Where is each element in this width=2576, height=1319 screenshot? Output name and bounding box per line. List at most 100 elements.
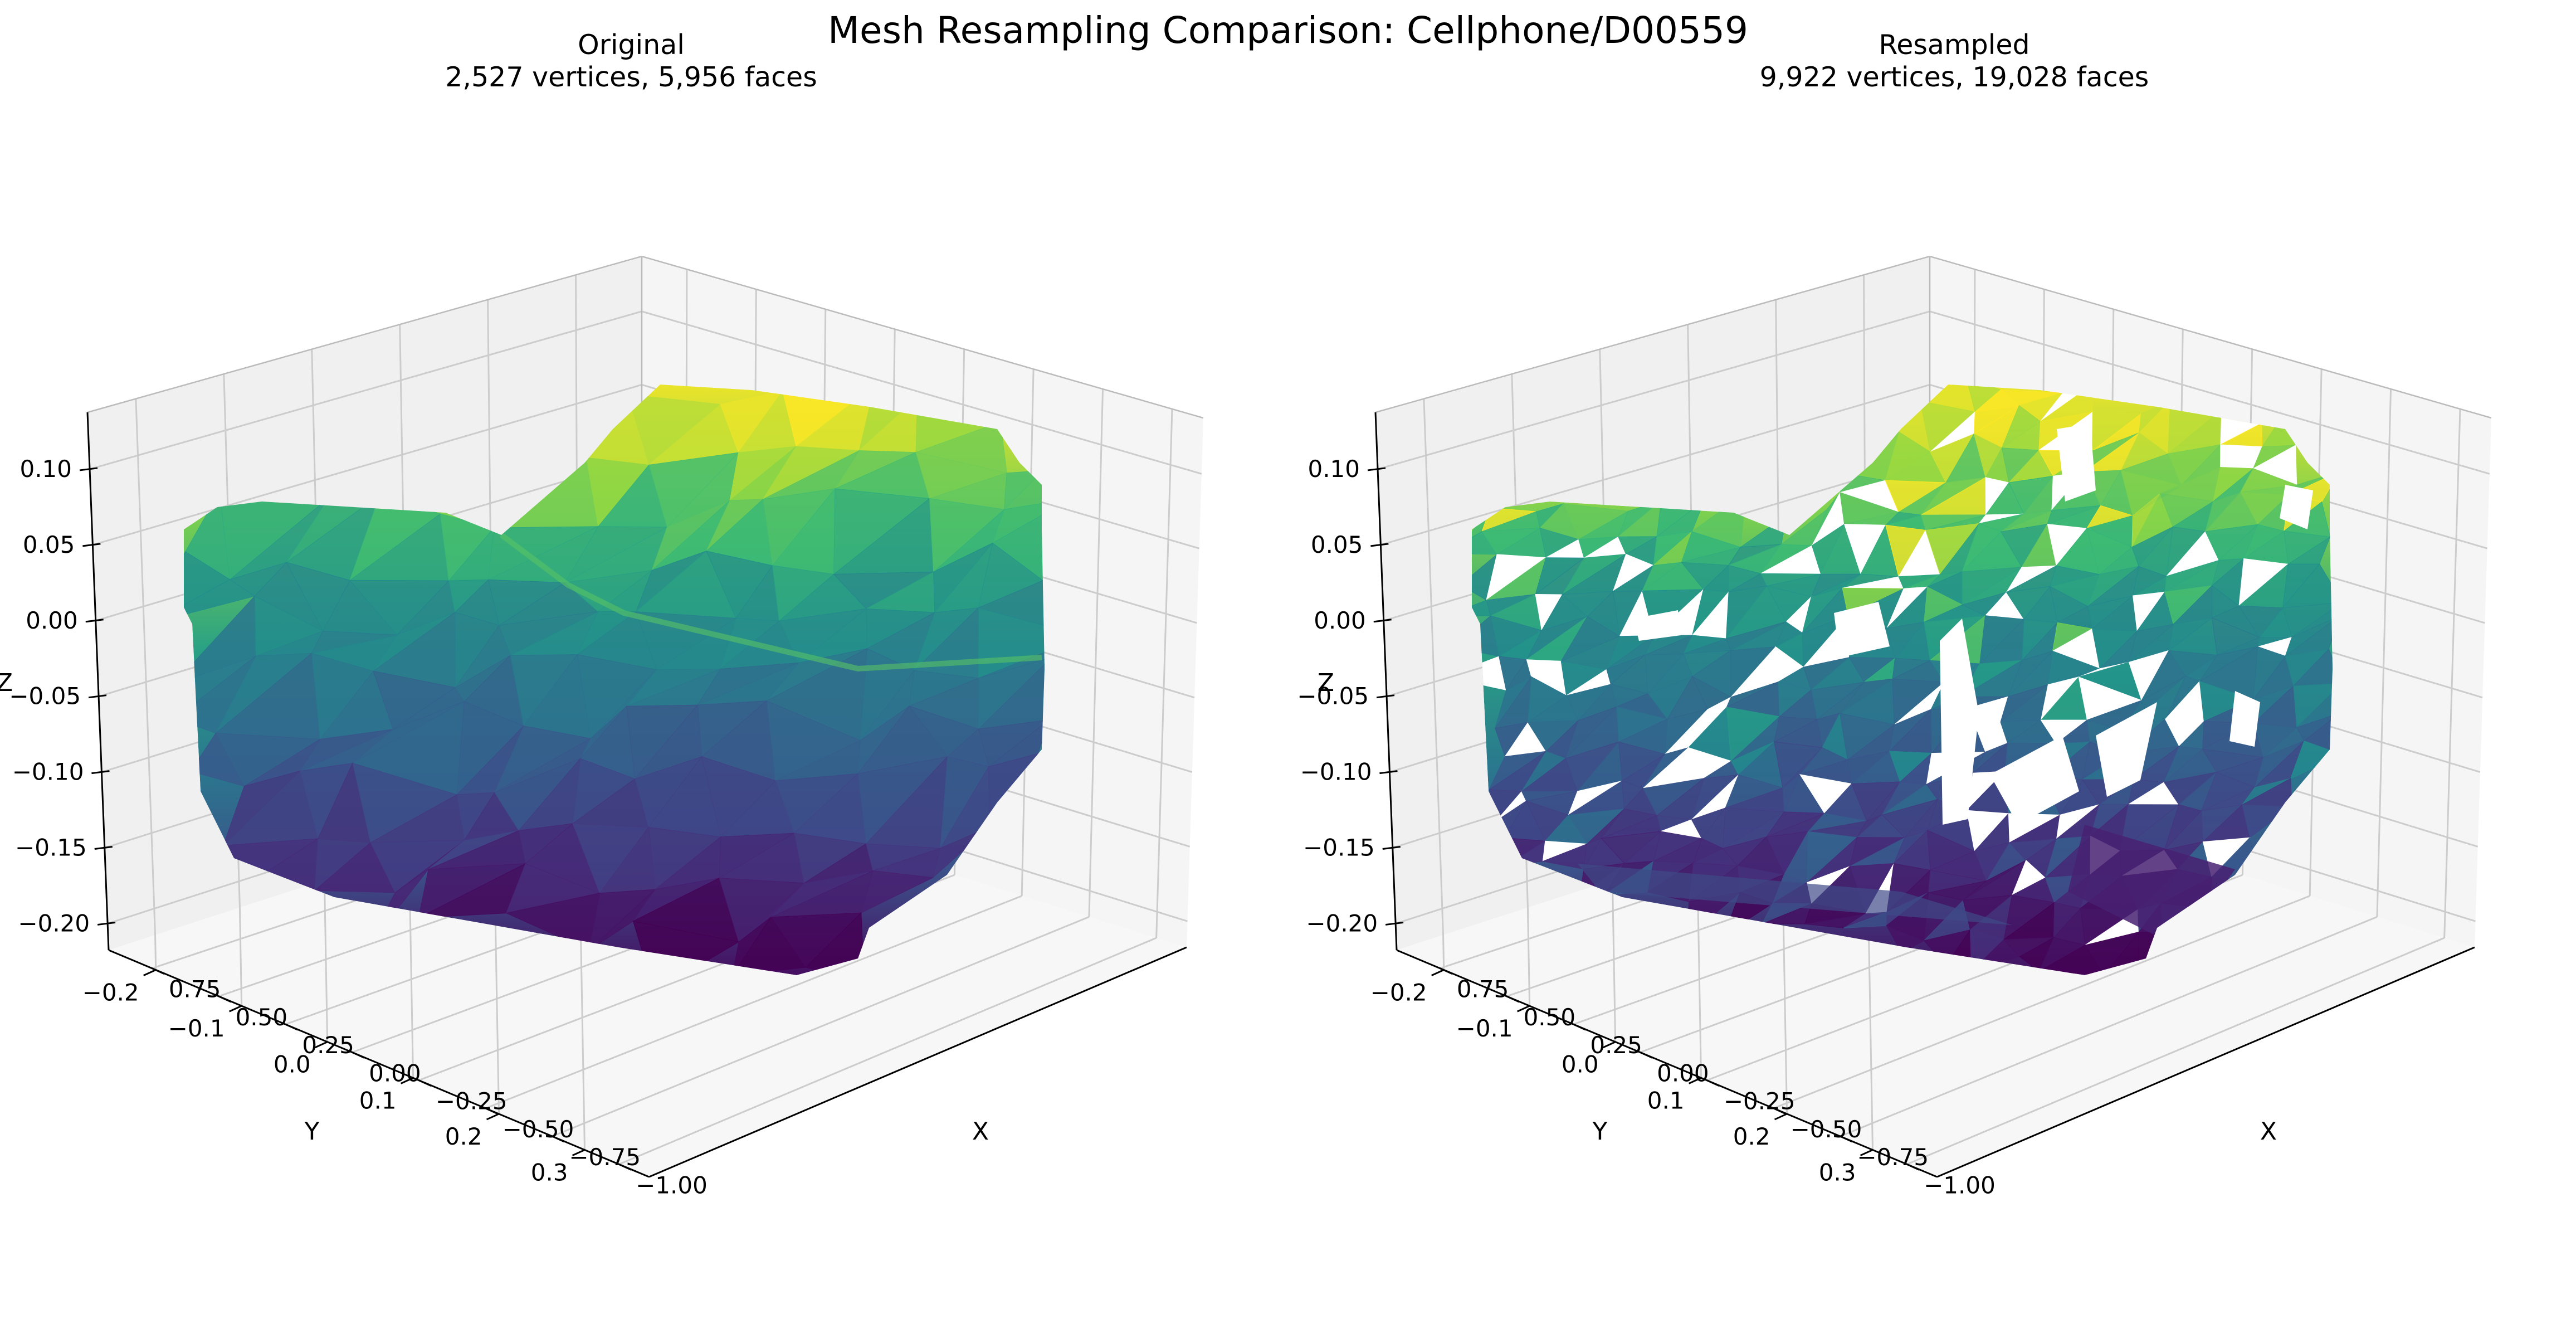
right-z-tick-mark	[1373, 619, 1392, 623]
left-z-tick-label: 0.05	[23, 531, 75, 558]
right-mesh-hole	[1633, 610, 1681, 641]
right-z-tick-label: 0.05	[1311, 531, 1363, 558]
left-3d-plot: −0.20−0.15−0.10−0.050.000.050.10−1.00−0.…	[0, 255, 1204, 1199]
right-mesh	[1472, 384, 2333, 975]
left-x-tick-label: 0.75	[169, 976, 221, 1003]
right-y-tick-label: −0.1	[1456, 1015, 1513, 1042]
right-z-tick-mark	[1367, 467, 1386, 471]
right-mesh-hole	[1990, 736, 2079, 825]
right-panel-subtitle: 9,922 vertices, 19,028 faces	[1759, 61, 2149, 93]
right-y-axis-label: Y	[1592, 1117, 1608, 1146]
left-y-tick-label: 0.2	[445, 1123, 482, 1150]
right-z-tick-label: −0.15	[1303, 834, 1375, 862]
left-x-tick-mark	[352, 1052, 365, 1059]
right-y-tick-mark	[1602, 1041, 1616, 1049]
left-x-tick-label: −0.25	[436, 1088, 508, 1115]
left-z-tick-label: −0.15	[15, 834, 87, 862]
right-y-tick-mark	[1688, 1077, 1702, 1084]
left-panel-subtitle: 2,527 vertices, 5,956 faces	[445, 61, 817, 93]
right-mesh-hole	[2280, 485, 2313, 529]
left-y-tick-mark	[400, 1077, 414, 1084]
left-z-tick-mark	[82, 543, 101, 547]
right-mesh-hole	[2057, 424, 2096, 502]
left-y-tick-label: −0.1	[168, 1015, 225, 1042]
left-z-tick-mark	[85, 619, 104, 623]
right-x-tick-label: 0.00	[1657, 1059, 1709, 1087]
right-z-tick-mark	[1382, 846, 1401, 850]
left-x-tick-mark	[285, 1023, 298, 1031]
right-3d-plot: −0.20−0.15−0.10−0.050.000.050.10−1.00−0.…	[1297, 255, 2492, 1199]
right-x-tick-mark	[1440, 967, 1453, 975]
right-mesh-hole	[2229, 691, 2260, 747]
figure-title: Mesh Resampling Comparison: Cellphone/D0…	[828, 9, 1748, 52]
right-x-tick-mark	[1773, 1107, 1787, 1115]
left-y-tick-mark	[572, 1149, 586, 1156]
left-mesh	[184, 384, 1045, 975]
right-z-axis-label: Z	[1318, 669, 1334, 697]
left-x-tick-mark	[618, 1164, 632, 1171]
left-y-axis-label: Y	[304, 1117, 320, 1146]
right-mesh-hole	[1834, 602, 1890, 658]
right-x-tick-label: 0.75	[1457, 976, 1509, 1003]
right-x-tick-label: −0.75	[1857, 1143, 1929, 1171]
right-y-tick-mark	[1431, 969, 1445, 976]
left-z-tick-label: −0.05	[9, 683, 81, 710]
left-z-tick-mark	[79, 467, 98, 471]
right-y-tick-label: 0.3	[1819, 1159, 1856, 1186]
right-mesh-face	[1886, 925, 1925, 953]
right-panel-title: Resampled 9,922 vertices, 19,028 faces	[1564, 29, 2344, 94]
right-z-tick-mark	[1385, 921, 1404, 926]
right-mesh-hole	[2096, 702, 2157, 797]
right-y-tick-mark	[1774, 1113, 1788, 1121]
left-y-tick-mark	[314, 1041, 328, 1049]
left-x-tick-mark	[418, 1079, 432, 1087]
right-x-tick-label: 0.25	[1590, 1031, 1642, 1059]
left-mesh-face	[861, 870, 934, 914]
left-x-tick-mark	[485, 1107, 499, 1115]
right-z-tick-label: 0.00	[1314, 607, 1366, 634]
left-axis-labels: X Y Z	[0, 669, 989, 1146]
left-y-tick-label: −0.2	[82, 979, 139, 1006]
left-x-tick-label: 0.25	[302, 1031, 354, 1059]
right-x-tick-label: −0.50	[1790, 1116, 1862, 1143]
right-z-tick-label: −0.20	[1306, 909, 1378, 937]
left-panel-title-text: Original	[578, 29, 685, 61]
left-x-tick-mark	[152, 967, 165, 975]
right-y-tick-label: −0.2	[1370, 979, 1427, 1006]
left-y-tick-label: 0.1	[359, 1087, 397, 1114]
right-z-tick-mark	[1379, 770, 1398, 775]
left-x-tick-label: −0.50	[502, 1116, 574, 1143]
right-mesh-hole	[1940, 619, 1979, 825]
left-z-axis-line	[86, 412, 110, 951]
left-y-tick-mark	[229, 1005, 242, 1013]
left-x-axis-line	[648, 946, 1187, 1178]
right-z-tick-mark	[1376, 694, 1395, 699]
right-x-axis-label: X	[2260, 1117, 2277, 1146]
right-panel-title-text: Resampled	[1879, 29, 2030, 61]
right-x-axis-line	[1936, 946, 2475, 1178]
left-z-tick-label: 0.10	[19, 455, 72, 483]
left-x-tick-mark	[218, 995, 232, 1003]
right-x-tick-label: −0.25	[1724, 1088, 1796, 1115]
left-z-tick-mark	[97, 921, 116, 926]
right-x-tick-mark	[1640, 1052, 1653, 1059]
right-y-tick-label: 0.0	[1562, 1051, 1599, 1078]
left-z-axis-label: Z	[0, 669, 13, 697]
right-x-tick-mark	[1840, 1135, 1853, 1143]
right-y-tick-label: 0.1	[1647, 1087, 1685, 1114]
right-x-tick-mark	[1706, 1079, 1720, 1087]
left-x-tick-label: 0.00	[369, 1059, 421, 1087]
right-y-tick-label: 0.2	[1733, 1123, 1770, 1150]
right-mesh-sheet	[1578, 864, 2012, 925]
right-z-tick-label: −0.10	[1300, 758, 1372, 786]
left-x-tick-label: −1.00	[636, 1171, 708, 1199]
right-x-tick-mark	[1573, 1023, 1586, 1031]
right-axis-labels: X Y Z	[1318, 669, 2277, 1146]
left-x-tick-label: −0.75	[569, 1143, 641, 1171]
left-z-tick-mark	[88, 694, 107, 699]
left-z-tick-label: 0.00	[26, 607, 78, 634]
right-y-tick-mark	[1517, 1005, 1530, 1013]
right-z-axis-line	[1374, 412, 1398, 951]
right-x-tick-label: 0.50	[1524, 1004, 1576, 1031]
left-z-tick-label: −0.10	[12, 758, 84, 786]
